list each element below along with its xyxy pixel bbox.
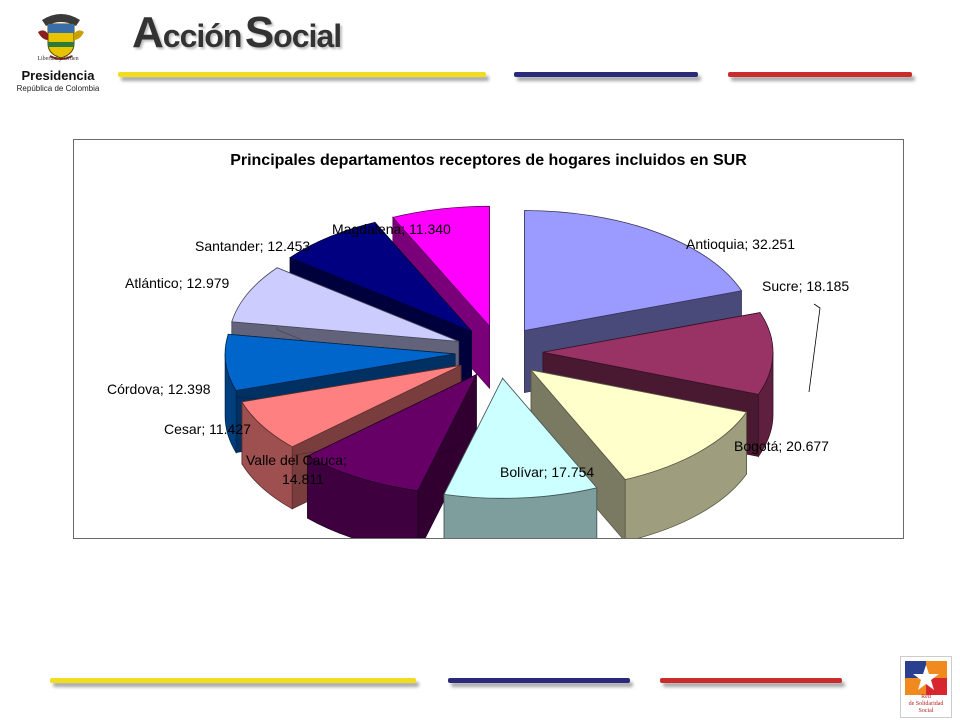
slice-top-bolivar — [443, 377, 598, 499]
data-label-antioquia: Antioquia; 32.251 — [686, 236, 795, 252]
data-label-bogota: Bogotá; 20.677 — [734, 438, 829, 454]
presidency-subtitle: República de Colombia — [16, 84, 100, 93]
data-label-cesar: Cesar; 11.427 — [164, 421, 251, 437]
red-solidaridad-logo: Red de Solidaridad Social — [900, 656, 952, 718]
brand-letter-a: A — [132, 8, 164, 57]
top-stripe-red — [728, 72, 912, 77]
slice-top-sucre — [542, 312, 774, 395]
brand-word-ccion: cción — [162, 18, 243, 54]
data-label-santander: Santander; 12.453 — [195, 238, 310, 254]
slice-top-cordova — [224, 333, 456, 391]
red-logo-line2: de Solidaridad — [908, 701, 944, 707]
presidency-title: Presidencia — [21, 68, 95, 83]
top-stripe-yellow — [118, 72, 486, 77]
slice-top-magdalena — [392, 205, 490, 328]
slice-top-cesar — [241, 364, 462, 448]
top-stripe-blue — [514, 72, 698, 77]
brand-letter-s: S — [244, 8, 274, 57]
brand-word-ocial: ocial — [273, 18, 342, 54]
slice-bogota — [530, 368, 748, 538]
bottom-stripe-blue — [448, 678, 630, 683]
bottom-stripe-yellow — [50, 678, 416, 683]
chart-frame: Principales departamentos receptores de … — [73, 139, 904, 539]
slice-valle-del-cauca — [306, 373, 478, 538]
data-label-magdalena: Magdalena; 11.340 — [332, 221, 451, 237]
slice-top-santander — [289, 222, 472, 332]
data-label-valle-del-cauca: Valle del Cauca; 14.811 — [246, 452, 347, 487]
data-label-bolivar: Bolívar; 17.754 — [500, 464, 594, 480]
red-logo-caption: Red de Solidaridad Social — [901, 694, 951, 715]
data-label-sucre: Sucre; 18.185 — [762, 278, 849, 294]
leader-line-sucre — [808, 303, 821, 393]
presidency-logo: Libertad y Orden Presidencia República d… — [8, 6, 108, 98]
coat-of-arms-icon — [38, 14, 84, 60]
slice-top-antioquia — [524, 210, 743, 331]
slice-top-atlantico — [231, 267, 459, 342]
slice-top-valle-del-cauca — [306, 373, 478, 492]
seal-motto: Libertad y Orden — [37, 56, 79, 62]
red-logo-line1: Red — [921, 694, 931, 700]
red-logo-line3: Social — [918, 708, 934, 714]
pie-chart: Antioquia; 32.251 Sucre; 18.185 Bogotá; 20… — [107, 205, 849, 538]
accion-social-wordmark: Acción Social — [132, 8, 342, 58]
slice-bolivar — [443, 377, 598, 538]
bottom-stripe-red — [660, 678, 842, 683]
star-emblem-icon — [905, 661, 947, 695]
chart-title: Principales departamentos receptores de … — [230, 152, 747, 169]
data-label-cordova: Córdova; 12.398 — [107, 381, 211, 397]
slice-top-bogota — [530, 369, 748, 481]
data-label-atlantico: Atlántico; 12.979 — [125, 275, 230, 291]
